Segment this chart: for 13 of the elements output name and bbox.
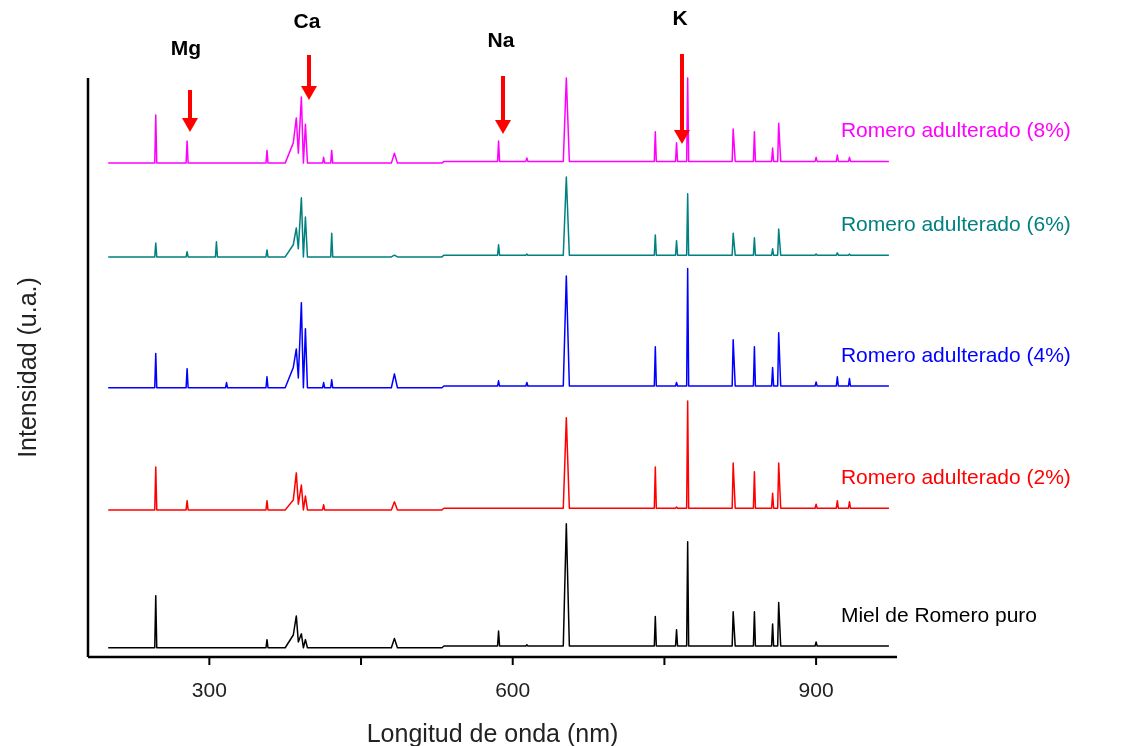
x-tick-label: 600 <box>495 678 531 701</box>
text: Mg <box>170 36 202 59</box>
series-label: Romero adulterado (4%) <box>840 343 1071 367</box>
text: Ca <box>293 9 321 32</box>
series-label: Romero adulterado (2%) <box>840 465 1071 489</box>
series-label: Romero adulterado (6%) <box>840 212 1071 236</box>
x-tick-label: 300 <box>191 678 227 701</box>
text: Na <box>487 28 515 51</box>
x-tick-label: 900 <box>798 678 834 701</box>
series-label: Miel de Romero puro <box>840 603 1037 626</box>
y-axis-title: Intensidad (u.a.) <box>13 277 41 458</box>
series-label: Romero adulterado (8%) <box>840 118 1071 142</box>
text: K <box>672 6 688 29</box>
